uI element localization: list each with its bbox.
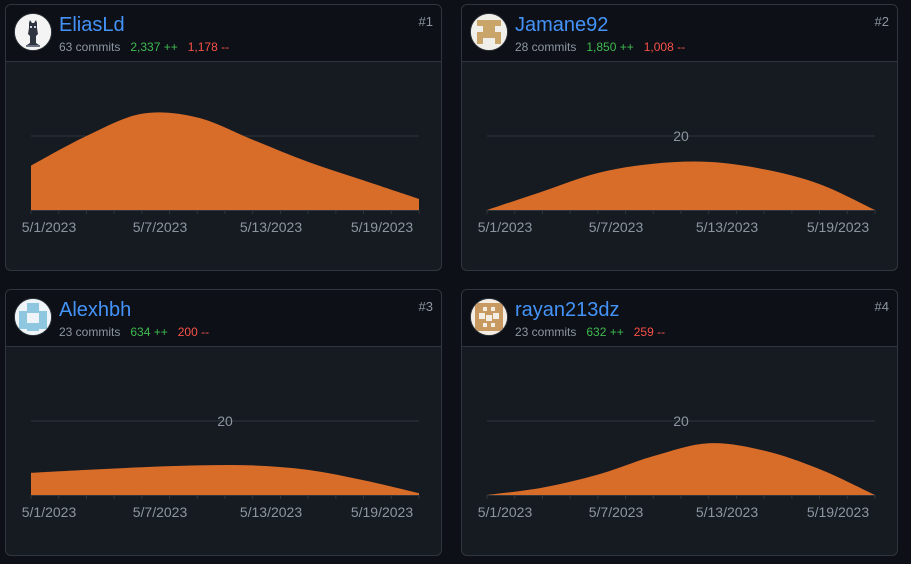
x-tick-label: 5/19/2023 [807, 219, 869, 235]
card-header: Jamane92 28 commits 1,850 ++ 1,008 -- #2 [462, 5, 897, 62]
contributor-stats: 23 commits 634 ++ 200 -- [59, 325, 219, 339]
x-tick-label: 5/7/2023 [589, 219, 644, 235]
x-tick-label: 5/13/2023 [240, 504, 302, 520]
commit-area [487, 161, 875, 210]
card-header: rayan213dz 23 commits 632 ++ 259 -- #4 [462, 290, 897, 347]
contributor-card: rayan213dz 23 commits 632 ++ 259 -- #4 20 5… [461, 289, 898, 556]
deletions-count: 1,178 -- [187, 40, 230, 54]
contributor-username-link[interactable]: EliasLd [59, 14, 125, 36]
contribution-area-chart: 20 5/1/2023 5/7/2023 5/13/2023 5/19/2023 [478, 413, 876, 520]
gridline-label: 20 [673, 413, 689, 429]
knight-avatar-icon[interactable] [14, 13, 52, 51]
commit-area [487, 443, 875, 495]
additions-count: 632 ++ [586, 325, 624, 339]
contribution-area-chart: 20 5/1/2023 5/7/2023 5/13/2023 5/19/2023 [478, 128, 876, 235]
contributor-card: EliasLd 63 commits 2,337 ++ 1,178 -- #1 5/… [5, 4, 442, 271]
x-tick-label: 5/1/2023 [22, 504, 77, 520]
additions-count: 1,850 ++ [586, 40, 634, 54]
x-tick-label: 5/13/2023 [240, 219, 302, 235]
contributor-username-link[interactable]: rayan213dz [515, 299, 620, 321]
commit-area [31, 464, 419, 495]
x-tick-label: 5/7/2023 [133, 504, 188, 520]
x-tick-label: 5/7/2023 [589, 504, 644, 520]
commit-count[interactable]: 23 commits [515, 325, 577, 339]
contributor-stats: 23 commits 632 ++ 259 -- [515, 325, 675, 339]
x-tick-label: 5/1/2023 [22, 219, 77, 235]
contribution-area-chart: 5/1/2023 5/7/2023 5/13/2023 5/19/2023 [22, 112, 420, 235]
gridline-label: 20 [673, 128, 689, 144]
x-tick-label: 5/19/2023 [351, 219, 413, 235]
identicon-tan-icon[interactable] [470, 298, 508, 336]
x-tick-label: 5/7/2023 [133, 219, 188, 235]
deletions-count: 200 -- [177, 325, 210, 339]
x-tick-label: 5/19/2023 [807, 504, 869, 520]
rank-label: #4 [874, 299, 889, 314]
contributor-stats: 28 commits 1,850 ++ 1,008 -- [515, 40, 695, 54]
x-tick-label: 5/13/2023 [696, 219, 758, 235]
card-header: Alexhbh 23 commits 634 ++ 200 -- #3 [6, 290, 441, 347]
rank-label: #2 [874, 14, 889, 29]
identicon-lightblue-icon[interactable] [14, 298, 52, 336]
x-tick-label: 5/19/2023 [351, 504, 413, 520]
commit-count[interactable]: 23 commits [59, 325, 121, 339]
x-tick-label: 5/1/2023 [478, 504, 533, 520]
commit-count[interactable]: 63 commits [59, 40, 121, 54]
contributor-stats: 63 commits 2,337 ++ 1,178 -- [59, 40, 239, 54]
deletions-count: 259 -- [633, 325, 666, 339]
gridline-label: 20 [217, 413, 233, 429]
x-tick-label: 5/1/2023 [478, 219, 533, 235]
deletions-count: 1,008 -- [643, 40, 686, 54]
x-tick-label: 5/13/2023 [696, 504, 758, 520]
rank-label: #3 [418, 299, 433, 314]
rank-label: #1 [418, 14, 433, 29]
contributor-card: Jamane92 28 commits 1,850 ++ 1,008 -- #2 2… [461, 4, 898, 271]
card-header: EliasLd 63 commits 2,337 ++ 1,178 -- #1 [6, 5, 441, 62]
contributor-username-link[interactable]: Alexhbh [59, 299, 132, 321]
contribution-area-chart: 20 5/1/2023 5/7/2023 5/13/2023 5/19/2023 [22, 413, 420, 520]
contributor-card: Alexhbh 23 commits 634 ++ 200 -- #3 20 5/1/… [5, 289, 442, 556]
contributor-username-link[interactable]: Jamane92 [515, 14, 609, 36]
identicon-gold-icon[interactable] [470, 13, 508, 51]
commit-count[interactable]: 28 commits [515, 40, 577, 54]
additions-count: 2,337 ++ [130, 40, 178, 54]
additions-count: 634 ++ [130, 325, 168, 339]
commit-area [31, 112, 419, 210]
